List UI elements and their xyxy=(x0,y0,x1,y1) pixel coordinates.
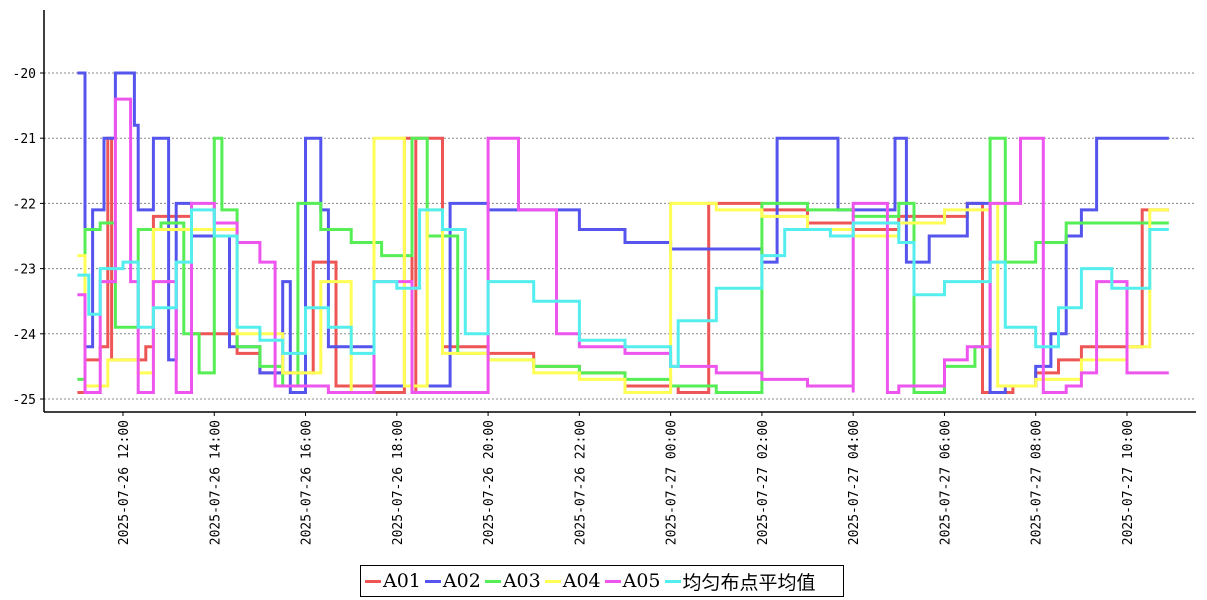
x-tick-label: 2025-07-27 04:00 xyxy=(847,420,862,545)
y-tick-label: -24 xyxy=(13,328,37,343)
series-line-均匀布点平均值 xyxy=(77,208,1169,368)
legend-label: A05 xyxy=(622,570,661,592)
legend-entry: A04 xyxy=(544,570,601,592)
legend-swatch xyxy=(484,579,501,583)
series-line-A02 xyxy=(77,71,1169,394)
legend-swatch xyxy=(544,579,561,583)
legend-swatch xyxy=(664,579,681,583)
legend-entry: 均匀布点平均值 xyxy=(664,568,816,595)
x-tick-label: 2025-07-26 22:00 xyxy=(573,420,588,545)
x-ticks: 2025-07-26 12:00 2025-07-26 14:00 2025-07-… xyxy=(117,412,1136,545)
x-tick-label: 2025-07-26 18:00 xyxy=(391,420,406,545)
legend-label: A01 xyxy=(383,570,421,592)
x-tick-label: 2025-07-27 10:00 xyxy=(1121,420,1136,545)
series-line-A05 xyxy=(77,97,1169,394)
y-tick-label: -20 xyxy=(13,67,36,82)
x-tick-label: 2025-07-26 16:00 xyxy=(300,420,315,545)
y-tick-label: -21 xyxy=(13,132,36,147)
legend-entry: A02 xyxy=(424,570,481,592)
legend-label: A03 xyxy=(502,570,541,592)
series-lines xyxy=(77,71,1169,394)
y-tick-label: -22 xyxy=(13,197,36,212)
legend-swatch xyxy=(365,579,381,583)
legend-label: 均匀布点平均值 xyxy=(682,571,816,594)
legend-entry: A05 xyxy=(604,570,661,592)
y-ticks: -20 -21 -22 -23 -24 -25 xyxy=(13,67,44,408)
legend-swatch xyxy=(604,579,621,583)
legend: A01 A02 A03 A04 A05 均匀布点平均值 xyxy=(360,565,844,597)
x-tick-label: 2025-07-27 06:00 xyxy=(938,420,953,545)
x-tick-label: 2025-07-27 02:00 xyxy=(756,420,771,545)
x-tick-label: 2025-07-27 00:00 xyxy=(665,420,680,545)
legend-label: A02 xyxy=(442,570,481,592)
legend-swatch xyxy=(424,579,441,583)
legend-entry: A01 xyxy=(365,570,421,592)
y-tick-label: -25 xyxy=(13,393,36,408)
x-tick-label: 2025-07-27 08:00 xyxy=(1030,420,1045,545)
x-tick-label: 2025-07-26 14:00 xyxy=(208,420,223,545)
line-chart: -20-21-22-23-24-25 2025-07-26 12:00 2025-… xyxy=(13,10,1196,545)
x-tick-label: 2025-07-26 12:00 xyxy=(117,420,132,545)
legend-label: A04 xyxy=(562,570,601,592)
x-tick-label: 2025-07-26 20:00 xyxy=(482,420,497,545)
y-tick-label: -23 xyxy=(13,263,36,278)
legend-entry: A03 xyxy=(484,570,541,592)
